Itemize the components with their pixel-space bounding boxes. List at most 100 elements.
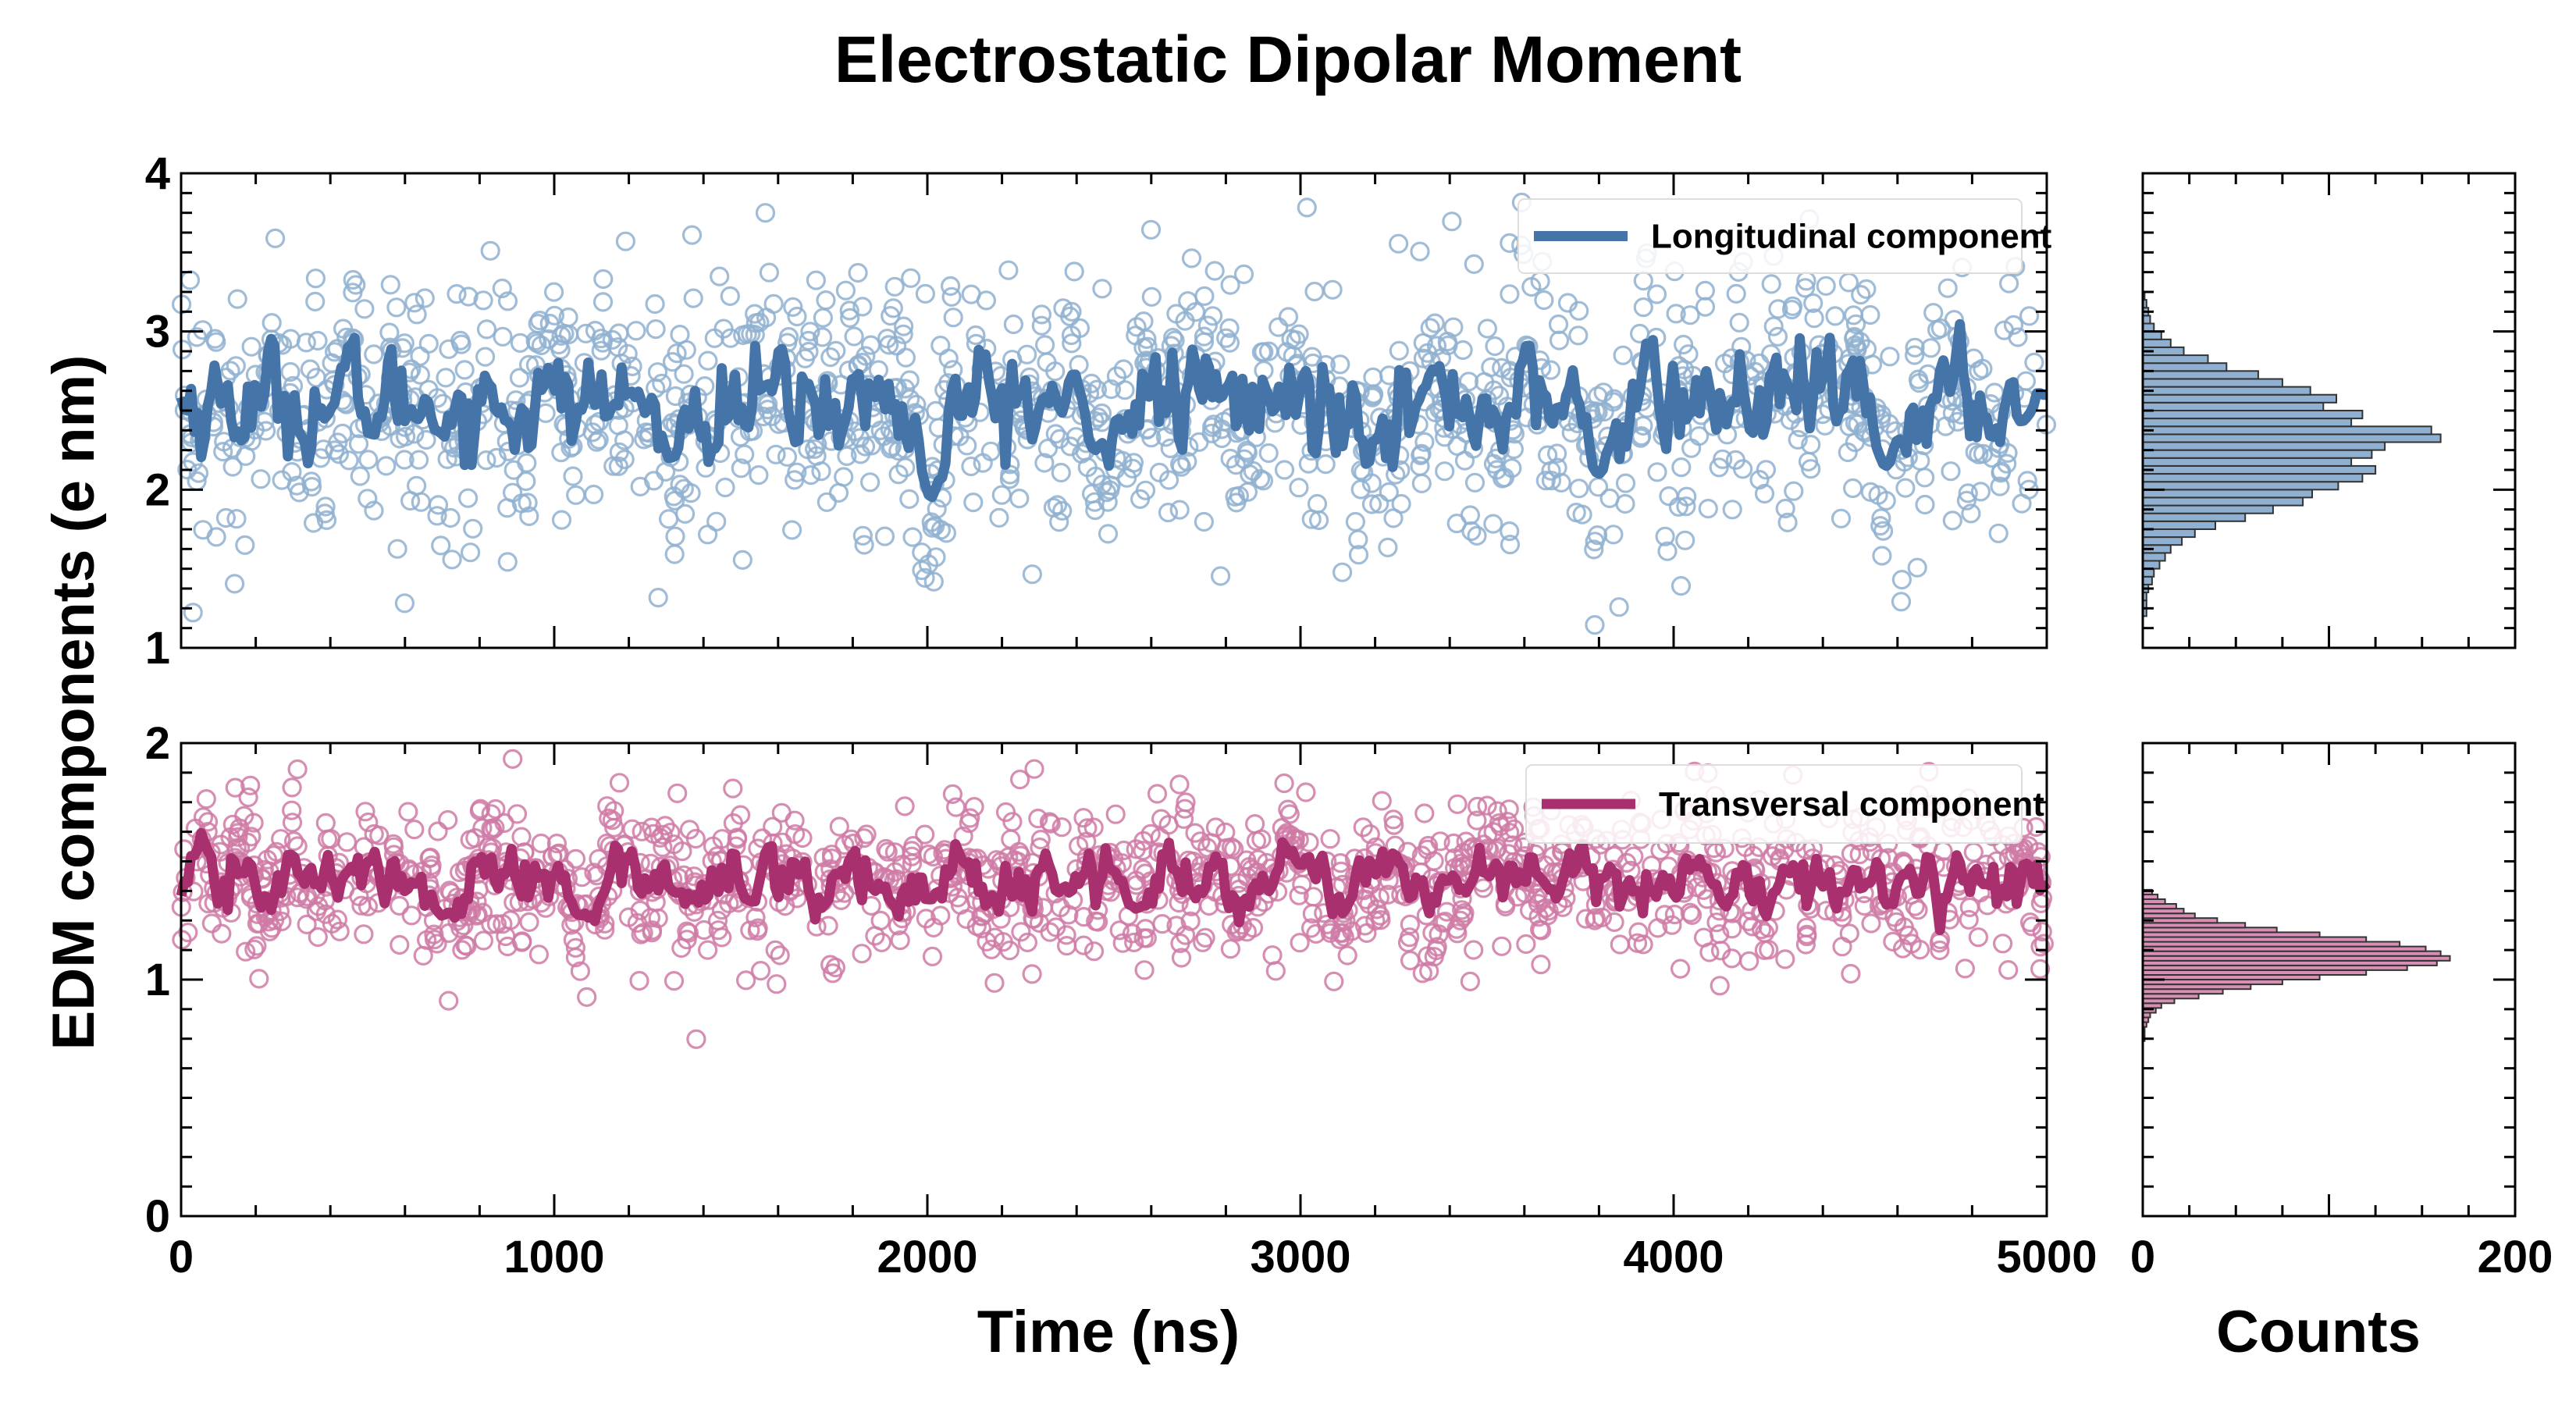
scatter-point <box>282 813 303 833</box>
scatter-point <box>301 471 322 492</box>
scatter-point <box>678 923 699 943</box>
scatter-point <box>828 482 849 503</box>
scatter-point <box>1289 478 1309 498</box>
scatter-point <box>1077 818 1098 838</box>
scatter-point <box>1056 925 1076 945</box>
scatter-point <box>1302 347 1322 367</box>
scatter-point <box>439 339 459 359</box>
scatter-point <box>834 467 854 487</box>
scatter-point <box>355 802 375 822</box>
scatter-point <box>674 503 696 525</box>
scatter-point <box>1262 945 1283 966</box>
scatter-point <box>427 506 447 526</box>
scatter-point <box>583 484 604 505</box>
scatter-point <box>1585 908 1606 928</box>
scatter-point <box>1220 448 1240 469</box>
hist-bar <box>2142 338 2172 348</box>
scatter-point <box>1553 897 1573 917</box>
scatter-point <box>201 913 222 934</box>
scatter-point <box>211 834 231 855</box>
scatter-point <box>364 500 384 521</box>
scatter-point <box>614 449 635 470</box>
scatter-point <box>1915 468 1935 488</box>
scatter-point <box>1322 279 1343 300</box>
scatter-point <box>1236 922 1258 942</box>
scatter-point <box>329 444 349 464</box>
scatter-point <box>672 841 692 862</box>
scatter-point <box>1453 340 1473 361</box>
scatter-point <box>1557 293 1578 313</box>
scatter-point <box>282 461 302 482</box>
scatter-point <box>698 350 718 371</box>
scatter-point <box>394 333 415 354</box>
scatter-point <box>1220 938 1241 959</box>
scatter-point <box>1420 318 1440 338</box>
scatter-point <box>667 343 687 364</box>
scatter-point <box>2032 921 2052 942</box>
scatter-point <box>834 834 855 855</box>
scatter-point <box>989 507 1009 528</box>
scatter-point <box>1137 329 1157 349</box>
scatter-point <box>305 291 326 311</box>
scatter-point <box>902 841 922 861</box>
chart-title: Electrostatic Dipolar Moment <box>834 23 1742 96</box>
scatter-point <box>1009 488 1030 509</box>
scatter-point <box>2024 352 2044 372</box>
scatter-point <box>1330 923 1350 944</box>
scatter-point <box>1984 382 2005 403</box>
scatter-point <box>648 908 668 929</box>
scatter-point <box>664 544 685 564</box>
scatter-point <box>749 464 769 486</box>
scatter-point <box>679 820 700 840</box>
scatter-point <box>1389 340 1409 361</box>
scatter-point <box>1467 796 1488 817</box>
scatter-point <box>1414 803 1435 823</box>
scatter-point <box>770 945 790 966</box>
scatter-point <box>225 574 245 594</box>
hist-bar <box>2142 433 2442 443</box>
scatter-point <box>1353 817 1373 838</box>
scatter-point <box>890 930 910 951</box>
scatter-point <box>1655 526 1675 546</box>
scatter-point <box>283 831 304 852</box>
scatter-point <box>902 846 922 866</box>
scatter-point <box>1856 339 1877 359</box>
scatter-point <box>1240 464 1260 485</box>
scatter-point <box>1467 525 1487 546</box>
scatter-point <box>1535 471 1556 491</box>
scatter-point <box>592 292 614 312</box>
scatter-point <box>860 335 881 355</box>
scatter-point <box>835 280 856 301</box>
hist-bar <box>2142 322 2155 333</box>
scatter-point <box>1258 443 1279 464</box>
scatter-point <box>1001 829 1021 849</box>
scatter-point <box>703 836 724 856</box>
scatter-point <box>1304 281 1325 302</box>
scatter-point <box>589 429 609 450</box>
scatter-point <box>1383 809 1404 830</box>
scatter-point <box>1189 432 1209 453</box>
scatter-point <box>1175 799 1195 819</box>
scatter-point <box>1678 344 1699 365</box>
scatter-point <box>1902 934 1922 954</box>
scatter-point <box>811 461 831 482</box>
scatter-point <box>1801 459 1821 479</box>
scatter-point <box>1219 318 1240 338</box>
scatter-point <box>2026 816 2047 838</box>
scatter-point <box>1942 510 1962 531</box>
scatter-point <box>1034 335 1055 355</box>
scatter-point <box>1062 301 1082 322</box>
scatter-point <box>1212 419 1232 439</box>
scatter-point <box>966 325 986 346</box>
scatter-point <box>1615 493 1635 514</box>
scatter-point <box>1039 812 1060 832</box>
scatter-point <box>1761 274 1781 294</box>
scatter-point <box>240 775 261 795</box>
scatter-point <box>494 813 514 834</box>
scatter-point <box>778 327 799 347</box>
x-axis-label: Time (ns) <box>977 1299 1240 1365</box>
scatter-point <box>439 991 459 1011</box>
scatter-point <box>731 458 751 478</box>
scatter-point <box>1022 964 1042 984</box>
scatter-point <box>1011 922 1031 942</box>
